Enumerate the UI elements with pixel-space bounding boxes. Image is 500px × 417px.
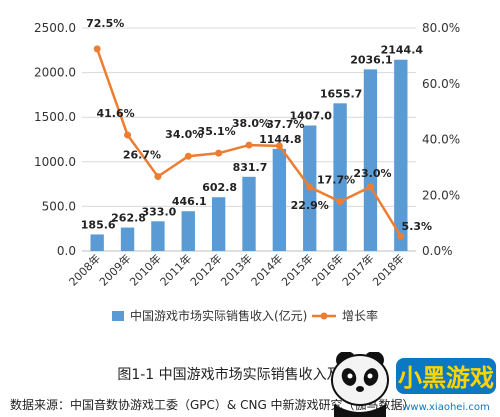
x-tick-label: 2011年 <box>157 251 194 288</box>
bar <box>394 59 408 252</box>
legend-line-label: 增长率 <box>342 308 378 323</box>
watermark-logo: 小黑游戏 www.xiaohei.com <box>331 352 496 417</box>
growth-label: 41.6% <box>96 107 134 120</box>
right-tick-label: 20.0% <box>422 188 460 202</box>
bar <box>272 148 287 251</box>
x-tick-label: 2016年 <box>309 251 346 288</box>
x-tick-label: 2012年 <box>187 251 224 288</box>
growth-label: 5.3% <box>402 220 433 233</box>
growth-label: 23.0% <box>353 167 391 180</box>
bar-value-label: 831.7 <box>233 161 268 174</box>
bar <box>151 221 165 251</box>
right-tick-label: 0.0% <box>422 244 453 258</box>
line-point <box>184 152 192 160</box>
left-axis: 0.0 500.0 1000.0 1500.0 2000.0 2500.0 <box>34 21 76 258</box>
growth-label: 37.7% <box>266 118 304 131</box>
right-axis: 0.0% 20.0% 40.0% 60.0% 80.0% <box>422 21 460 258</box>
growth-label: 38.0% <box>232 117 270 130</box>
bar <box>181 211 195 251</box>
data-source: 数据来源：中国音数协游戏工委（GPC）& CNG 中新游戏研究（伽马数据） <box>10 398 415 412</box>
x-tick-label: 2013年 <box>218 251 255 288</box>
line-point <box>124 131 132 139</box>
left-tick-label: 1000.0 <box>34 155 76 169</box>
bar-value-label: 1655.7 <box>320 87 362 100</box>
bar-value-label: 1144.8 <box>259 133 301 146</box>
line-point <box>336 198 344 206</box>
bar-value-label: 2036.1 <box>350 53 392 66</box>
bar <box>242 176 256 251</box>
right-tick-label: 60.0% <box>422 77 460 91</box>
growth-label: 35.1% <box>198 125 236 138</box>
bar <box>211 197 226 251</box>
svg-text:小黑游戏: 小黑游戏 <box>398 364 494 392</box>
left-tick-label: 2500.0 <box>34 21 76 35</box>
line-point <box>397 232 405 240</box>
bar-value-label: 2144.4 <box>381 44 424 57</box>
growth-label: 34.0% <box>165 128 203 141</box>
bar-value-label: 333.0 <box>142 205 177 218</box>
bar <box>333 103 347 252</box>
legend: 中国游戏市场实际销售收入(亿元) 增长率 <box>112 308 378 323</box>
bar <box>120 227 135 251</box>
figure-caption: 图1-1 中国游戏市场实际销售收入及增长率 <box>117 367 383 383</box>
growth-label: 22.9% <box>291 199 329 212</box>
left-tick-label: 500.0 <box>42 199 76 213</box>
x-tick-label: 2015年 <box>278 251 315 288</box>
left-tick-label: 2000.0 <box>34 66 76 80</box>
right-tick-label: 40.0% <box>422 133 460 147</box>
line-point <box>154 173 162 181</box>
line-point <box>245 141 253 149</box>
bar <box>363 69 378 251</box>
bar-value-label: 602.8 <box>202 181 237 194</box>
legend-bar-label: 中国游戏市场实际销售收入(亿元) <box>130 308 307 323</box>
growth-label: 17.7% <box>317 174 355 187</box>
bar-value-label: 185.6 <box>81 218 116 231</box>
x-tick-label: 2014年 <box>248 251 285 288</box>
svg-text:www.xiaohei.com: www.xiaohei.com <box>402 402 490 413</box>
x-axis: 2008年2009年2010年2011年2012年2013年2014年2015年… <box>66 251 407 288</box>
bar-value-label: 1407.0 <box>290 109 333 122</box>
right-tick-label: 80.0% <box>422 21 460 35</box>
line-point <box>366 183 374 191</box>
x-tick-label: 2010年 <box>127 251 164 288</box>
panda-icon <box>331 352 389 417</box>
legend-bar-swatch <box>112 311 124 321</box>
bar-value-label: 446.1 <box>172 195 207 208</box>
line-series: 72.5% 41.6% 26.7% 34.0%35.1%38.0%37.7% 22.9%… <box>86 17 432 240</box>
bar <box>90 234 104 251</box>
growth-label: 72.5% <box>86 17 124 30</box>
left-tick-label: 1500.0 <box>34 110 76 124</box>
line-point <box>93 45 101 53</box>
line-point <box>275 142 283 150</box>
bar-value-label: 262.8 <box>111 212 146 225</box>
growth-label: 26.7% <box>123 149 161 162</box>
x-tick-label: 2009年 <box>96 251 133 288</box>
x-tick-label: 2018年 <box>369 251 406 288</box>
gridlines <box>82 27 416 252</box>
chart: 0.0 500.0 1000.0 1500.0 2000.0 2500.0 0.0% 20.… <box>34 17 460 323</box>
legend-line-marker <box>320 312 328 320</box>
left-tick-label: 0.0 <box>57 244 76 258</box>
line-point <box>215 149 223 157</box>
line-point <box>306 183 314 191</box>
x-tick-label: 2017年 <box>339 251 376 288</box>
